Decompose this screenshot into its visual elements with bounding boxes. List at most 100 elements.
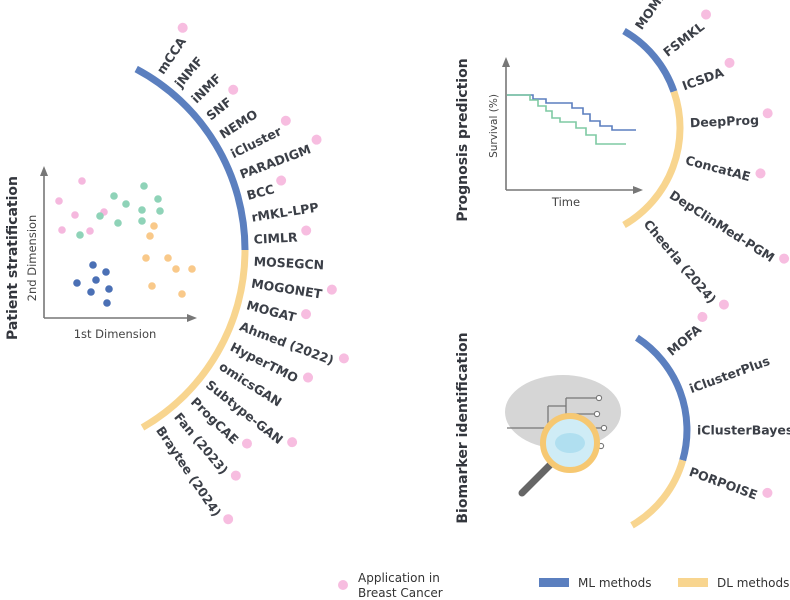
- survival-y-label: Survival (%): [488, 94, 500, 158]
- stratification-method-mosegcn: MOSEGCN: [253, 254, 324, 273]
- scatter-point-blue: [87, 288, 95, 296]
- prognosis-method-momlin: MOMLIN: [632, 0, 678, 32]
- stratification-dl-arc: [140, 249, 249, 431]
- scatter-point-green: [140, 182, 148, 190]
- scatter-points: [55, 177, 196, 307]
- scatter-point-pink: [58, 226, 66, 234]
- magnifier-illustration: [505, 375, 621, 497]
- prognosis-bc-dot-depclinmed-pgm: [779, 253, 790, 264]
- stratification-bc-dot-fan-2023: [230, 470, 241, 481]
- legend-dl-label: DL methods: [717, 576, 789, 590]
- prognosis-bc-dot-cheerla-2024: [718, 299, 729, 310]
- stratification-method-snf: SNF: [203, 94, 234, 123]
- scatter-point-green: [76, 231, 84, 239]
- biomarker-bc-dot-mofa: [697, 311, 708, 322]
- survival-x-arrow: [633, 186, 643, 194]
- scatter-point-orange: [164, 254, 172, 262]
- stratification-ml-arc: [134, 65, 249, 251]
- survival-curve-ml: [507, 94, 636, 131]
- scatter-point-orange: [150, 222, 158, 230]
- scatter-point-green: [138, 206, 146, 214]
- stratification-method-mogat: MOGAT: [245, 297, 298, 325]
- stratification-bc-dot-progcae: [241, 438, 252, 449]
- scatter-point-pink: [86, 227, 94, 235]
- legend-ml-label: ML methods: [578, 576, 651, 590]
- scatter-point-green: [154, 195, 162, 203]
- prognosis-method-list: MOMLINFSMKLICSDADeepProgConcatAEDepClinM…: [632, 0, 790, 310]
- scatter-x-arrow: [187, 314, 197, 322]
- survival-plot: Survival (%) Time: [488, 57, 643, 209]
- stratification-method-bcc: BCC: [245, 181, 276, 203]
- scatter-point-green: [138, 217, 146, 225]
- scatter-point-green: [122, 200, 130, 208]
- scatter-plot: 1st Dimension 2nd Dimension: [25, 166, 197, 341]
- prognosis-bc-dot-icsda: [724, 57, 735, 68]
- legend-dl-swatch: [678, 578, 708, 587]
- scatter-point-pink: [55, 197, 63, 205]
- legend-breast-cancer-dot: [338, 580, 348, 590]
- biomarker-ml-arc: [634, 334, 691, 462]
- scatter-point-orange: [172, 265, 180, 273]
- stratification-bc-dot-cimlr: [301, 225, 312, 236]
- prognosis-method-icsda: ICSDA: [680, 64, 726, 93]
- survival-x-label: Time: [551, 195, 580, 209]
- survival-curve-dl: [507, 94, 626, 145]
- stratification-bc-dot-hypertmo: [303, 372, 314, 383]
- scatter-point-orange: [142, 254, 150, 262]
- scatter-point-green: [110, 192, 118, 200]
- prognosis-method-concatae: ConcatAE: [684, 152, 752, 184]
- prognosis-method-deepprog: DeepProg: [690, 112, 760, 130]
- stratification-bc-dot-mogat: [301, 309, 312, 320]
- biomarker-method-iclusterbayes: iClusterBayes: [697, 423, 790, 438]
- legend-ml-swatch: [539, 578, 569, 587]
- legend-breast-cancer-line1: Application in: [358, 571, 440, 585]
- stratification-title: Patient stratification: [5, 176, 21, 340]
- prognosis-bc-dot-concatae: [755, 168, 766, 179]
- scatter-point-pink: [78, 177, 86, 185]
- scatter-y-label: 2nd Dimension: [25, 215, 39, 302]
- scatter-point-blue: [105, 285, 113, 293]
- prognosis-bc-dot-deepprog: [762, 108, 773, 119]
- prognosis-ml-arc: [622, 27, 678, 93]
- scatter-point-orange: [148, 282, 156, 290]
- biomarker-bc-dot-porpoise: [762, 487, 773, 498]
- scatter-x-label: 1st Dimension: [74, 327, 157, 341]
- prognosis-method-cheerla-2024: Cheerla (2024): [641, 217, 720, 307]
- biomarker-dl-arc: [630, 459, 687, 529]
- stratification-bc-dot-paradigm: [311, 134, 322, 145]
- stratification-method-mogonet: MOGONET: [250, 276, 323, 302]
- scatter-point-orange: [146, 232, 154, 240]
- biomarker-method-mofa: MOFA: [664, 321, 704, 358]
- prognosis-bc-dot-fsmkl: [701, 9, 712, 20]
- scatter-point-orange: [178, 290, 186, 298]
- stratification-method-cimlr: CIMLR: [253, 229, 298, 246]
- scatter-point-blue: [103, 299, 111, 307]
- scatter-point-blue: [92, 276, 100, 284]
- stratification-bc-dot-icluster: [280, 115, 291, 126]
- legend: Application in Breast Cancer ML methods …: [338, 571, 789, 600]
- scatter-point-blue: [73, 279, 81, 287]
- stratification-bc-dot-ahmed-2022: [338, 353, 349, 364]
- legend-breast-cancer-line2: Breast Cancer: [358, 586, 443, 600]
- scatter-point-green: [96, 212, 104, 220]
- biomarker-method-iclusterplus: iClusterPlus: [687, 353, 772, 396]
- stratification-method-list: mCCAjNMFiNMFSNFNEMOiClusterPARADIGMBCCrM…: [153, 22, 349, 525]
- stratification-method-rmkl-lpp: rMKL-LPP: [250, 200, 319, 225]
- prognosis-dl-arc: [622, 90, 684, 229]
- prognosis-method-fsmkl: FSMKL: [660, 19, 707, 60]
- stratification-bc-dot-subtype-gan: [287, 437, 298, 448]
- stratification-bc-dot-braytee-2024: [223, 514, 234, 525]
- scatter-point-orange: [188, 265, 196, 273]
- scatter-point-pink: [71, 211, 79, 219]
- scatter-point-blue: [89, 261, 97, 269]
- scatter-y-arrow: [40, 166, 48, 176]
- scatter-point-green: [156, 207, 164, 215]
- biomarker-method-porpoise: PORPOISE: [687, 464, 759, 503]
- prognosis-title: Prognosis prediction: [455, 58, 471, 221]
- magnifier-handle: [518, 461, 554, 497]
- scatter-point-blue: [102, 268, 110, 276]
- survival-y-arrow: [502, 57, 510, 67]
- biomarker-title: Biomarker identification: [455, 332, 471, 523]
- stratification-bc-dot-mcca: [177, 22, 188, 33]
